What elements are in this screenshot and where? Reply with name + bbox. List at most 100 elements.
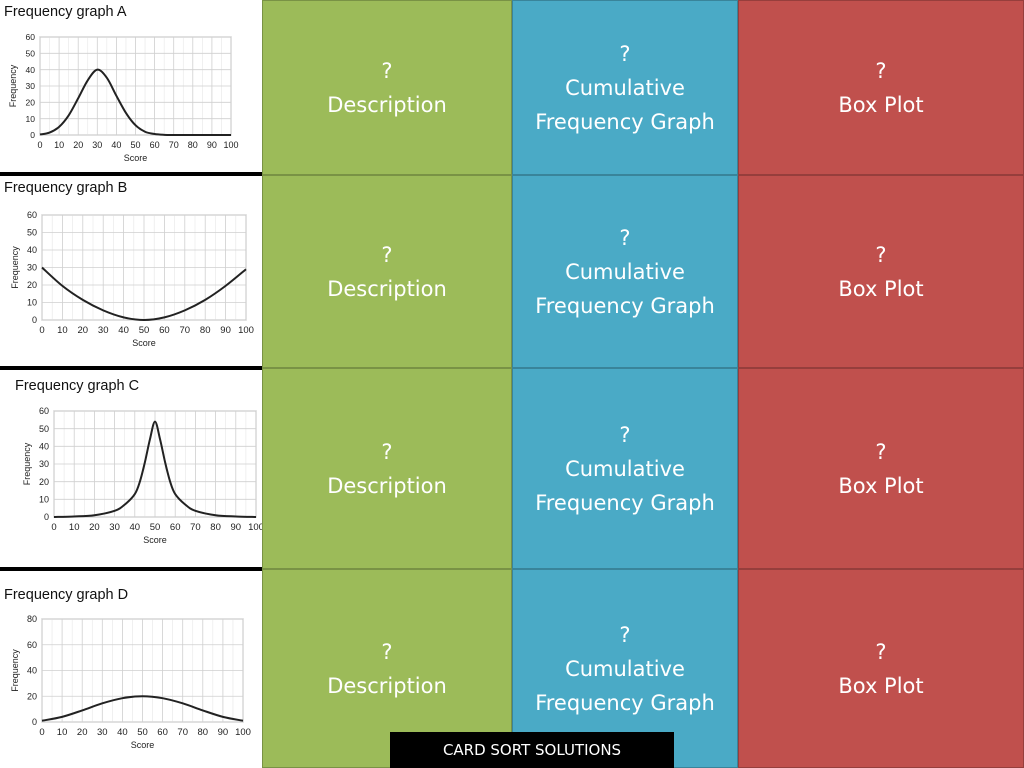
y-tick-label: 20 [26, 98, 36, 108]
frequency-curve [53, 420, 257, 518]
x-tick-label: 10 [69, 522, 80, 533]
x-tick-label: 70 [180, 325, 191, 336]
card-label: Box Plot [838, 276, 924, 301]
x-tick-label: 50 [139, 325, 150, 336]
y-tick-label: 30 [26, 81, 36, 91]
y-tick-label: 0 [32, 315, 37, 325]
x-tick-label: 70 [169, 140, 179, 150]
card-question-mark: ? [381, 58, 393, 83]
card-label: Description [327, 473, 447, 498]
y-tick-label: 40 [27, 666, 37, 676]
card-question-mark: ? [619, 622, 631, 647]
x-tick-label: 80 [198, 727, 209, 738]
graph-title: Frequency graph D [4, 587, 129, 603]
card-label: Cumulative [565, 259, 685, 284]
card-question-mark: ? [381, 639, 393, 664]
x-tick-label: 40 [111, 140, 121, 150]
x-tick-label: 10 [57, 727, 68, 738]
separator [0, 172, 262, 176]
y-axis-label: Frequency [10, 649, 20, 692]
y-tick-label: 20 [27, 691, 37, 701]
x-tick-label: 20 [78, 325, 89, 336]
x-tick-label: 0 [39, 727, 44, 738]
description-card-3[interactable]: ? Description [262, 368, 512, 569]
y-tick-label: 60 [27, 640, 37, 650]
card-question-mark: ? [381, 242, 393, 267]
cumulative-card-3[interactable]: ? Cumulative Frequency Graph [512, 368, 738, 569]
y-tick-label: 10 [39, 495, 49, 505]
banner-label: CARD SORT SOLUTIONS [442, 741, 622, 759]
card-label: Cumulative [565, 75, 685, 100]
frequency-graph-d-panel: Frequency graph D 0 10 20 30 40 50 60 70 80 90 100… [0, 571, 262, 768]
cumulative-card-2[interactable]: ? Cumulative Frequency Graph [512, 175, 738, 368]
card-text: ? Box Plot [838, 435, 923, 503]
x-axis-label: Score [131, 740, 155, 750]
x-tick-label: 80 [200, 325, 211, 336]
boxplot-card-1[interactable]: ? Box Plot [738, 0, 1024, 175]
card-text: ? Cumulative Frequency Graph [535, 37, 715, 139]
y-axis-label: Frequency [22, 442, 32, 485]
card-label: Description [327, 276, 447, 301]
x-tick-label: 20 [77, 727, 88, 738]
frequency-graph-b-chart: 0 10 20 30 40 50 60 70 80 90 1000102030405060Score… [10, 210, 254, 348]
x-axis-label: Score [143, 535, 167, 545]
y-tick-label: 60 [39, 406, 49, 416]
x-tick-label: 60 [159, 325, 170, 336]
card-text: ? Description [327, 238, 447, 306]
y-axis-label: Frequency [8, 64, 18, 107]
x-axis-label: Score [124, 153, 148, 163]
card-label: Frequency Graph [535, 490, 715, 515]
description-card-2[interactable]: ? Description [262, 175, 512, 368]
description-card-1[interactable]: ? Description [262, 0, 512, 175]
separator [0, 366, 262, 370]
card-question-mark: ? [875, 439, 887, 464]
card-text: ? Cumulative Frequency Graph [535, 618, 715, 720]
y-tick-label: 30 [27, 263, 37, 273]
y-tick-label: 0 [44, 512, 49, 522]
x-tick-label: 30 [97, 727, 108, 738]
y-tick-label: 0 [30, 130, 35, 140]
card-text: ? Box Plot [838, 635, 923, 703]
x-tick-label: 90 [231, 522, 242, 533]
card-text: ? Description [327, 635, 447, 703]
card-text: ? Description [327, 435, 447, 503]
x-tick-label: 10 [57, 325, 68, 336]
x-tick-label: 40 [118, 325, 129, 336]
card-sort-solutions-banner[interactable]: CARD SORT SOLUTIONS [390, 732, 674, 768]
cumulative-card-1[interactable]: ? Cumulative Frequency Graph [512, 0, 738, 175]
boxplot-card-3[interactable]: ? Box Plot [738, 368, 1024, 569]
x-tick-label: 30 [92, 140, 102, 150]
x-tick-label: 0 [39, 325, 44, 336]
card-label: Frequency Graph [535, 293, 715, 318]
card-label: Description [327, 92, 447, 117]
x-tick-label: 100 [235, 727, 251, 738]
x-tick-label: 30 [109, 522, 120, 533]
y-tick-label: 40 [39, 442, 49, 452]
y-tick-label: 60 [26, 32, 36, 42]
frequency-graph-a-chart: 0 10 20 30 40 50 60 70 80 90 1000102030405060Score… [8, 32, 239, 163]
boxplot-card-2[interactable]: ? Box Plot [738, 175, 1024, 368]
frequency-graph-c-panel: Frequency graph C 0 10 20 30 40 50 60 70 80 90 100… [0, 370, 262, 567]
card-label: Box Plot [838, 673, 924, 698]
y-tick-label: 30 [39, 459, 49, 469]
card-text: ? Description [327, 54, 447, 122]
card-label: Box Plot [838, 92, 924, 117]
card-question-mark: ? [875, 242, 887, 267]
x-tick-label: 90 [220, 325, 231, 336]
frequency-curve [41, 266, 247, 322]
card-question-mark: ? [381, 439, 393, 464]
y-tick-label: 60 [27, 210, 37, 220]
card-text: ? Cumulative Frequency Graph [535, 418, 715, 520]
card-question-mark: ? [875, 58, 887, 83]
card-label: Frequency Graph [535, 109, 715, 134]
y-tick-label: 20 [27, 280, 37, 290]
x-axis-label: Score [132, 338, 156, 348]
x-tick-label: 0 [51, 522, 56, 533]
x-tick-label: 50 [130, 140, 140, 150]
y-tick-label: 40 [26, 65, 36, 75]
x-tick-label: 70 [177, 727, 188, 738]
y-tick-label: 40 [27, 245, 37, 255]
boxplot-card-4[interactable]: ? Box Plot [738, 569, 1024, 768]
card-text: ? Cumulative Frequency Graph [535, 221, 715, 323]
card-text: ? Box Plot [838, 238, 923, 306]
